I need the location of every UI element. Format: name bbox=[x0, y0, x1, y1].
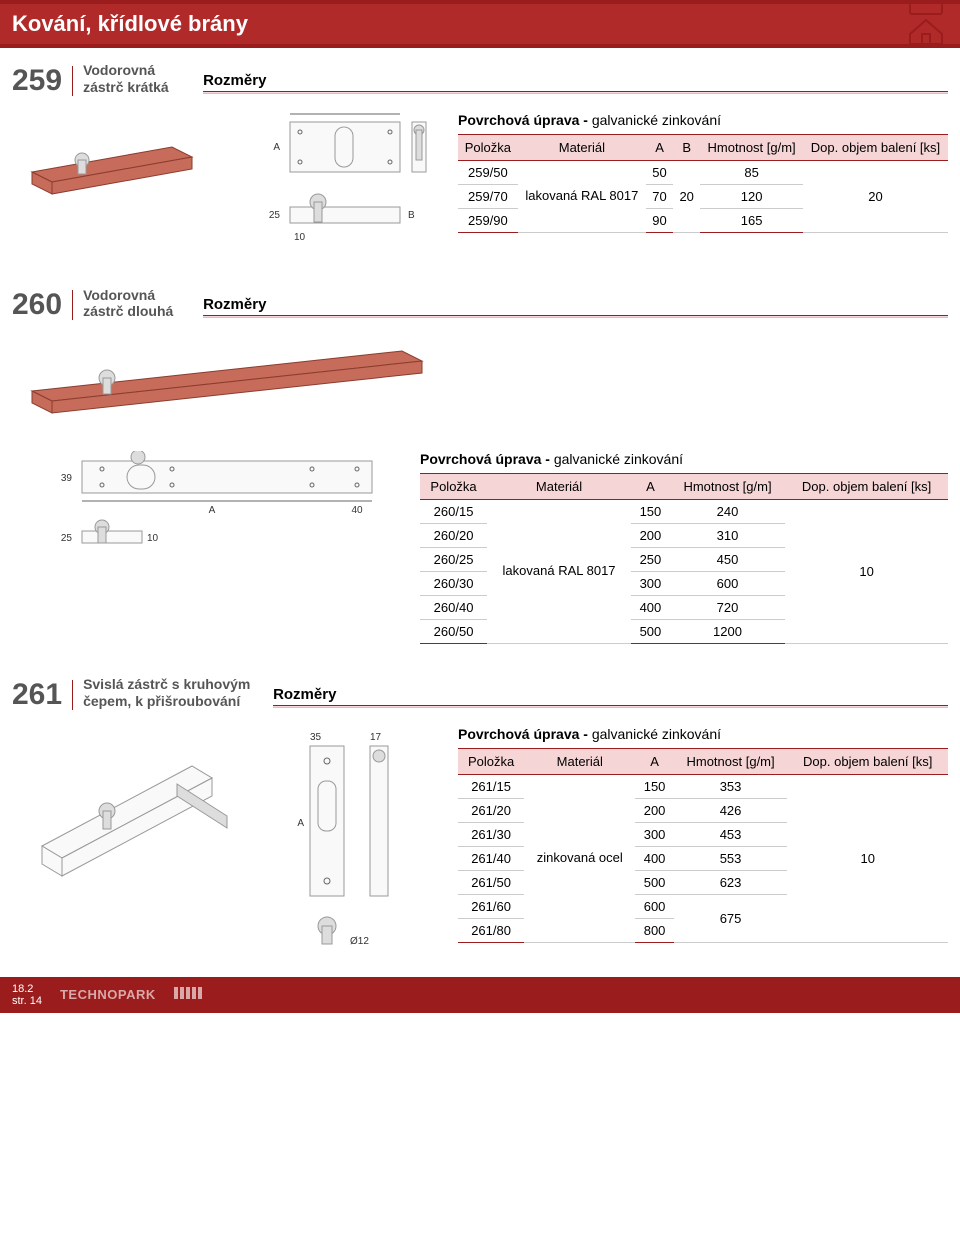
section-title: Svislá zástrč s kruhovým čepem, k přišro… bbox=[73, 676, 273, 710]
svg-text:A: A bbox=[297, 818, 304, 829]
th-dop: Dop. objem balení [ks] bbox=[785, 474, 948, 500]
surface-value: galvanické zinkování bbox=[554, 451, 683, 467]
th-dop: Dop. objem balení [ks] bbox=[787, 748, 948, 774]
svg-text:25: 25 bbox=[61, 533, 73, 544]
svg-text:10: 10 bbox=[147, 533, 159, 544]
footer-brand: TECHNOPARK bbox=[60, 987, 156, 1002]
surface-value: galvanické zinkování bbox=[592, 112, 721, 128]
section-260: 260 Vodorovná zástrč dlouhá Rozměry bbox=[12, 273, 948, 645]
tech-drawing-261: 35 A 17 Ø12 bbox=[260, 726, 440, 959]
surface-finish: Povrchová úprava - galvanické zinkování bbox=[458, 726, 948, 742]
rozmery-label: Rozměry bbox=[273, 686, 948, 705]
th-a: A bbox=[646, 134, 673, 160]
section-261: 261 Svislá zástrč s kruhovým čepem, k př… bbox=[12, 662, 948, 959]
rozmery-rule bbox=[203, 91, 948, 94]
svg-text:39: 39 bbox=[334, 112, 346, 114]
th-material: Materiál bbox=[487, 474, 631, 500]
svg-text:Ø12: Ø12 bbox=[350, 936, 369, 947]
svg-text:A: A bbox=[209, 505, 216, 516]
th-a: A bbox=[631, 474, 670, 500]
th-material: Materiál bbox=[518, 134, 646, 160]
rozmery-label: Rozměry bbox=[203, 72, 948, 91]
table-259: Položka Materiál A B Hmotnost [g/m] Dop.… bbox=[458, 134, 948, 233]
svg-text:10: 10 bbox=[294, 232, 306, 243]
th-b: B bbox=[673, 134, 700, 160]
rozmery-label: Rozměry bbox=[203, 296, 948, 315]
svg-text:39: 39 bbox=[61, 473, 73, 484]
table-260: Položka Materiál A Hmotnost [g/m] Dop. o… bbox=[420, 473, 948, 644]
th-polozka: Položka bbox=[458, 134, 518, 160]
surface-label: Povrchová úprava - bbox=[458, 112, 592, 128]
surface-label: Povrchová úprava - bbox=[420, 451, 554, 467]
th-hmotnost: Hmotnost [g/m] bbox=[670, 474, 785, 500]
th-dop: Dop. objem balení [ks] bbox=[803, 134, 948, 160]
page-footer: 18.2 str. 14 TECHNOPARK bbox=[0, 977, 960, 1013]
th-material: Materiál bbox=[524, 748, 635, 774]
surface-finish: Povrchová úprava - galvanické zinkování bbox=[458, 112, 948, 128]
section-head: 259 Vodorovná zástrč krátká Rozměry bbox=[12, 62, 948, 96]
illustration-260 bbox=[12, 336, 948, 439]
section-259: 259 Vodorovná zástrč krátká Rozměry bbox=[12, 48, 948, 255]
page-header: Kování, křídlové brány bbox=[0, 0, 960, 48]
svg-text:17: 17 bbox=[370, 732, 382, 743]
surface-value: galvanické zinkování bbox=[592, 726, 721, 742]
section-title: Vodorovná zástrč krátká bbox=[73, 62, 203, 96]
table-row: 261/15zinkovaná ocel15035310 bbox=[458, 774, 948, 798]
tech-drawing-260: 39 A 40 25 10 bbox=[12, 451, 402, 564]
footer-page: str. 14 bbox=[12, 995, 42, 1007]
section-number: 261 bbox=[12, 680, 73, 710]
svg-text:25: 25 bbox=[269, 210, 281, 221]
th-a: A bbox=[635, 748, 673, 774]
surface-finish: Povrchová úprava - galvanické zinkování bbox=[420, 451, 948, 467]
th-hmotnost: Hmotnost [g/m] bbox=[674, 748, 788, 774]
svg-text:35: 35 bbox=[310, 732, 322, 743]
svg-text:B: B bbox=[408, 210, 415, 221]
footer-ref: 18.2 str. 14 bbox=[12, 983, 42, 1007]
table-row: 260/15lakovaná RAL 801715024010 bbox=[420, 500, 948, 524]
table-row: 259/50 lakovaná RAL 8017 50 20 85 20 bbox=[458, 160, 948, 184]
header-icons bbox=[904, 0, 948, 51]
section-head: 261 Svislá zástrč s kruhovým čepem, k př… bbox=[12, 676, 948, 710]
footer-bars-icon bbox=[174, 987, 204, 1002]
section-title: Vodorovná zástrč dlouhá bbox=[73, 287, 203, 321]
section-number: 259 bbox=[12, 66, 73, 96]
th-hmotnost: Hmotnost [g/m] bbox=[700, 134, 803, 160]
table-261: Položka Materiál A Hmotnost [g/m] Dop. o… bbox=[458, 748, 948, 943]
illustration-259 bbox=[12, 112, 212, 235]
th-polozka: Položka bbox=[420, 474, 487, 500]
illustration-261 bbox=[12, 726, 242, 929]
surface-label: Povrchová úprava - bbox=[458, 726, 592, 742]
rozmery-rule bbox=[273, 705, 948, 708]
page-title: Kování, křídlové brány bbox=[12, 11, 248, 36]
svg-text:40: 40 bbox=[351, 505, 363, 516]
tech-drawing-259: 39 A 25 B 10 bbox=[230, 112, 440, 255]
th-polozka: Položka bbox=[458, 748, 524, 774]
section-head: 260 Vodorovná zástrč dlouhá Rozměry bbox=[12, 287, 948, 321]
rozmery-rule bbox=[203, 315, 948, 318]
svg-text:A: A bbox=[273, 142, 280, 153]
footer-ref-num: 18.2 bbox=[12, 983, 42, 995]
section-number: 260 bbox=[12, 290, 73, 320]
